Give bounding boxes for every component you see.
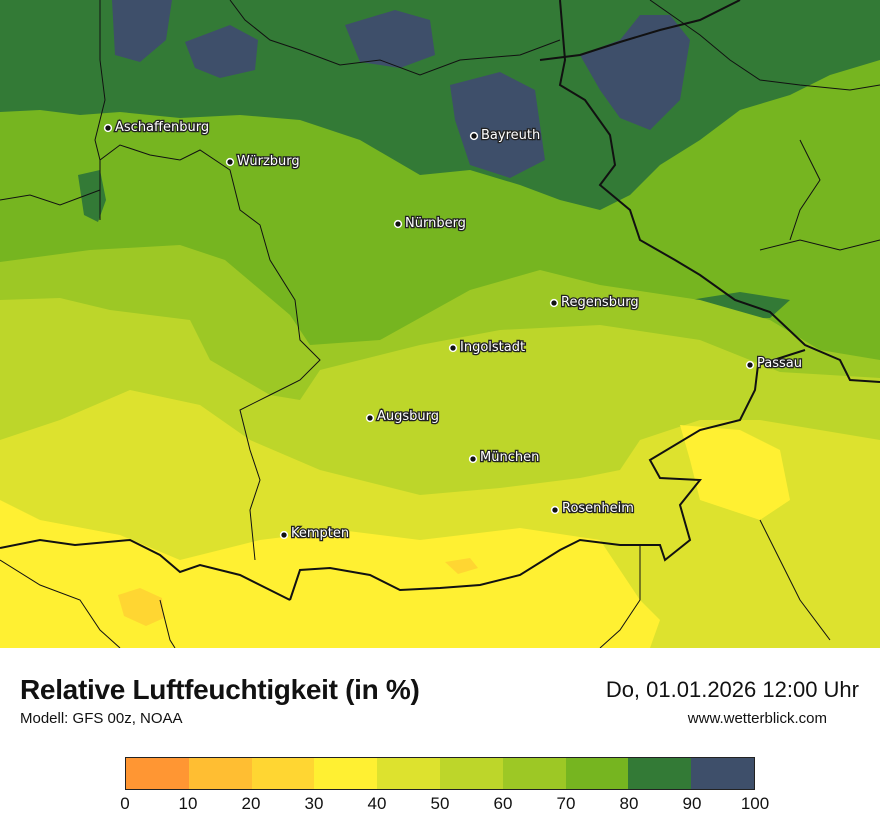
legend-ticks: 0 10 20 30 40 50 60 70 80 90 100 (120, 794, 769, 816)
legend-tick-label: 60 (493, 794, 513, 813)
legend-swatch (314, 758, 378, 789)
forecast-datetime: Do, 01.01.2026 12:00 Uhr (605, 677, 859, 702)
legend-tick-label: 40 (367, 794, 387, 813)
color-legend (125, 757, 755, 790)
legend-swatch (439, 758, 503, 789)
city-marker[interactable]: Würzburg (225, 153, 301, 170)
city-label: Aschaffenburg (115, 120, 209, 135)
city-dot (468, 454, 478, 464)
map-canvas: Aschaffenburg Würzburg Bayreuth Nürnberg… (0, 0, 880, 648)
model-info: Modell: GFS 00z, NOAA (20, 710, 183, 727)
city-dot (550, 505, 560, 515)
legend-swatch (251, 758, 315, 789)
city-label: Würzburg (237, 154, 300, 169)
city-marker[interactable]: Kempten (279, 525, 350, 542)
city-dot (448, 343, 458, 353)
legend-tick-label: 80 (619, 794, 639, 813)
legend-tick-label: 100 (740, 794, 770, 813)
city-dot (365, 413, 375, 423)
band-30-40-tirol (160, 560, 610, 648)
legend-tick-label: 10 (178, 794, 198, 813)
legend-swatch (628, 758, 692, 789)
band-90-100 (580, 15, 690, 130)
state-borders (0, 0, 880, 648)
city-label: München (480, 450, 539, 465)
legend-swatch (565, 758, 629, 789)
legend-swatch (126, 758, 189, 789)
city-dot (549, 298, 559, 308)
city-label: Nürnberg (405, 216, 466, 231)
band-20-30 (118, 588, 164, 626)
website-link[interactable]: www.wetterblick.com (687, 710, 827, 727)
city-label: Rosenheim (562, 501, 634, 516)
city-marker[interactable]: Regensburg (549, 294, 640, 311)
city-label: Bayreuth (481, 128, 540, 143)
city-label: Kempten (291, 526, 349, 541)
legend-tick-label: 0 (120, 794, 130, 813)
band-90-100 (345, 10, 435, 68)
city-marker[interactable]: Augsburg (365, 408, 440, 425)
legend-swatch (377, 758, 440, 789)
map-footer: Relative Luftfeuchtigkeit (in %) Modell:… (0, 648, 880, 830)
city-label: Regensburg (561, 295, 639, 310)
city-dot (745, 360, 755, 370)
city-dot (393, 219, 403, 229)
band-80-90-west (78, 170, 106, 222)
city-dot (103, 123, 113, 133)
city-dot (279, 530, 289, 540)
legend-swatch (502, 758, 566, 789)
city-marker[interactable]: Bayreuth (469, 127, 542, 144)
city-label: Passau (757, 356, 802, 371)
city-marker[interactable]: Passau (745, 355, 803, 372)
city-marker[interactable]: München (468, 449, 541, 466)
city-dot (225, 157, 235, 167)
city-dot (469, 131, 479, 141)
legend-tick-label: 30 (304, 794, 324, 813)
legend-tick-label: 50 (430, 794, 450, 813)
band-20-30 (445, 558, 478, 574)
city-label: Augsburg (377, 409, 439, 424)
legend-swatch (691, 758, 754, 789)
band-30-40-east (680, 425, 790, 520)
legend-tick-label: 20 (241, 794, 261, 813)
country-borders (0, 0, 880, 601)
city-marker[interactable]: Ingolstadt (448, 339, 526, 356)
city-marker[interactable]: Aschaffenburg (103, 119, 210, 136)
map-title: Relative Luftfeuchtigkeit (in %) (20, 674, 420, 705)
band-90-100 (185, 25, 258, 78)
city-marker[interactable]: Nürnberg (393, 215, 467, 232)
city-markers: Aschaffenburg Würzburg Bayreuth Nürnberg… (103, 119, 803, 542)
band-90-100 (450, 72, 545, 178)
legend-swatch (188, 758, 252, 789)
city-label: Ingolstadt (460, 340, 525, 355)
band-90-100 (112, 0, 172, 62)
legend-tick-label: 90 (682, 794, 702, 813)
legend-tick-label: 70 (556, 794, 576, 813)
humidity-map[interactable]: Aschaffenburg Würzburg Bayreuth Nürnberg… (0, 0, 880, 648)
city-marker[interactable]: Rosenheim (550, 500, 635, 517)
